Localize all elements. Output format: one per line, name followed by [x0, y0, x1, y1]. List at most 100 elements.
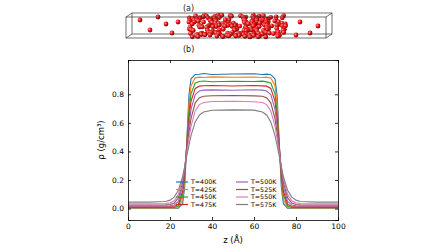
tick-label: 0: [126, 222, 131, 231]
atom: [308, 31, 313, 36]
tick-mark: [170, 217, 171, 220]
legend-label: T=450K: [190, 193, 217, 200]
density-line: [128, 101, 338, 204]
atom: [316, 24, 321, 29]
tick-label: 0.4: [112, 147, 124, 156]
x-axis-top: [129, 60, 339, 63]
atom: [298, 20, 303, 25]
legend-label: T=525K: [250, 186, 277, 193]
atom: [190, 34, 195, 39]
tick: [335, 151, 338, 152]
tick: 0.6: [112, 119, 131, 128]
tick-mark: [335, 94, 338, 95]
density-line: [128, 90, 338, 206]
tick: 0.8: [112, 90, 131, 99]
tick: [212, 60, 213, 63]
tick: 0.0: [112, 204, 131, 213]
density-line: [128, 110, 338, 202]
atom: [196, 19, 201, 24]
atom: [267, 31, 272, 36]
atom: [170, 31, 175, 36]
y-axis-right: [335, 61, 339, 221]
tick: 20: [166, 217, 176, 231]
tick-mark: [254, 60, 255, 63]
tick: [335, 180, 338, 181]
atom: [294, 33, 299, 38]
atom: [202, 32, 207, 37]
legend-label: T=575K: [250, 201, 277, 208]
atom: [271, 31, 276, 36]
legend-swatch: [236, 189, 248, 190]
legend-label: T=400K: [190, 178, 217, 185]
atom: [227, 33, 232, 38]
density-line: [128, 81, 338, 208]
tick-label: 0.0: [112, 204, 124, 213]
tick-label: 80: [292, 222, 302, 231]
atom: [248, 35, 253, 40]
legend-swatch: [236, 196, 248, 197]
tick: [170, 60, 171, 63]
tick-mark: [170, 60, 171, 63]
tick-mark: [128, 151, 131, 152]
panel-label: (b): [183, 45, 194, 54]
tick-label: 60: [250, 222, 260, 231]
simulation-box: [126, 13, 332, 40]
atom: [233, 33, 238, 38]
box-edge: [326, 13, 332, 17]
panel-label: (a): [183, 4, 194, 13]
legend-swatch: [236, 204, 248, 205]
atom: [256, 34, 261, 39]
tick-mark: [128, 209, 131, 210]
tick: [335, 94, 338, 95]
atom: [164, 22, 169, 27]
legend-label: T=500K: [250, 178, 277, 185]
tick-mark: [335, 180, 338, 181]
legend-swatch: [236, 181, 248, 182]
tick-label: 20: [166, 222, 176, 231]
atom: [280, 15, 285, 20]
density-line: [128, 77, 338, 208]
tick: 0.4: [112, 147, 131, 156]
tick-mark: [335, 123, 338, 124]
legend-swatch: [176, 196, 188, 197]
tick-mark: [296, 60, 297, 63]
atom: [263, 35, 268, 40]
tick: [254, 60, 255, 63]
y-axis-title: ρ (g/cm³): [96, 120, 106, 159]
legend-label: T=550K: [250, 193, 277, 200]
atom: [176, 20, 181, 25]
tick-mark: [128, 94, 131, 95]
atom: [201, 20, 206, 25]
tick-label: 100: [331, 222, 346, 231]
figure: (a) (b) 0 20 40 60 80 100 0.0 0.2 0.4 0.6 0.8 z (Å) ρ …: [0, 0, 448, 252]
x-axis-title: z (Å): [223, 234, 243, 245]
legend: T=400KT=425KT=450KT=475KT=500KT=525KT=55…: [176, 178, 277, 208]
tick-mark: [212, 217, 213, 220]
density-line: [128, 95, 338, 205]
density-line: [128, 74, 338, 209]
atom: [281, 30, 286, 35]
tick: 60: [250, 217, 260, 231]
legend-label: T=475K: [190, 201, 217, 208]
axis-line: [129, 217, 339, 221]
tick-mark: [254, 217, 255, 220]
tick: 0.2: [112, 176, 131, 185]
box-front: [126, 17, 326, 38]
tick-label: 40: [208, 222, 218, 231]
tick: [296, 60, 297, 63]
axis-line: [335, 61, 339, 221]
box-edge: [126, 34, 132, 38]
density-line: [128, 85, 338, 206]
tick: 40: [208, 217, 218, 231]
plot-lines: [128, 74, 338, 209]
box-edge: [126, 13, 132, 17]
atom: [208, 33, 213, 38]
tick-label: 0.2: [112, 176, 124, 185]
tick: 80: [292, 217, 302, 231]
tick-mark: [128, 180, 131, 181]
tick-mark: [335, 151, 338, 152]
box-edge: [326, 34, 332, 38]
tick-mark: [335, 209, 338, 210]
tick: [335, 209, 338, 210]
tick-label: 0.8: [112, 90, 124, 99]
